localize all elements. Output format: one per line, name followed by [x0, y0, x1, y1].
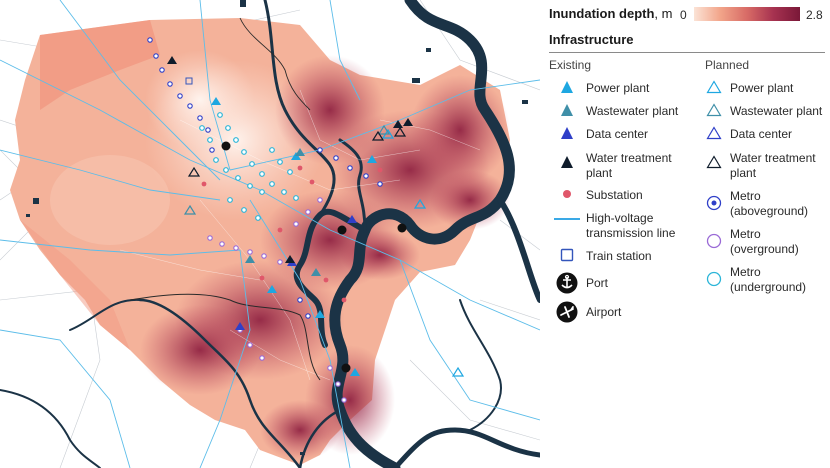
port-label: Port — [586, 276, 609, 290]
existing-wastewater-plant-label: Wastewater plant — [586, 104, 679, 118]
metro-aboveground-label: Metro — [730, 189, 761, 203]
data-center-icon — [561, 127, 573, 139]
wastewater-plant-icon — [561, 104, 573, 116]
metro-underground-label2: (underground) — [730, 280, 807, 294]
planned-power-plant-label: Power plant — [730, 81, 794, 95]
planned-wastewater-plant-icon — [706, 103, 722, 117]
depth-min-label: 0 — [680, 8, 687, 22]
power-plant-icon — [561, 81, 573, 93]
train-station-label: Train station — [586, 249, 652, 263]
port-icon — [556, 272, 578, 294]
metro-underground-line — [199, 112, 299, 221]
planned-water-treatment-label: Water treatment — [730, 151, 816, 165]
metro-underground-label: Metro — [730, 265, 761, 279]
depth-color-ramp — [694, 7, 800, 21]
metro-aboveground-icon — [706, 195, 722, 211]
planned-data-center-icon — [706, 126, 722, 140]
planned-wastewater — [183, 124, 391, 215]
planned-power-plant-icon — [706, 80, 722, 94]
inundation-map — [0, 0, 540, 468]
transmission-line-icon — [554, 218, 580, 220]
existing-wastewater-plants — [245, 148, 321, 276]
planned-heading: Planned — [705, 58, 750, 72]
metro-overground-label: Metro — [730, 227, 761, 241]
legend-panel: Inundation depth, m 0 2.8 Infrastructure… — [540, 0, 830, 468]
transmission-line-label: High-voltage — [586, 211, 654, 225]
planned-data-center-label: Data center — [730, 127, 793, 141]
metro-overground-line — [207, 197, 347, 403]
existing-data-center-label: Data center — [586, 127, 649, 141]
substation-icon — [563, 190, 571, 198]
metro-aboveground-line — [147, 37, 383, 319]
deep-flood-zones — [140, 55, 510, 460]
train-station-icon — [560, 248, 574, 262]
metro-overground-icon — [706, 233, 722, 249]
planned-wastewater-plant-label: Wastewater plant — [730, 104, 823, 118]
ports — [337, 223, 407, 373]
transmission-lines — [0, 0, 540, 468]
depth-max-label: 2.8 — [806, 8, 823, 22]
existing-power-plant-label: Power plant — [586, 81, 650, 95]
metro-underground-icon — [706, 271, 722, 287]
substation-label: Substation — [586, 188, 643, 202]
existing-water-treatment-label2: plant — [586, 166, 613, 180]
transmission-line-label2: transmission line — [586, 226, 676, 240]
legend-divider — [549, 52, 825, 53]
metro-overground-label2: (overground) — [730, 242, 799, 256]
metro-aboveground-label2: (aboveground) — [730, 204, 809, 218]
city-boundary — [129, 293, 321, 381]
substations — [201, 165, 383, 303]
planned-water-treatment-label2: plant — [730, 166, 757, 180]
planned-water-treatment-plant-icon — [706, 155, 722, 169]
planned-water-treatment — [187, 126, 407, 177]
airport-label: Airport — [586, 305, 622, 319]
airport-icon — [556, 301, 578, 323]
existing-water-treatment-label: Water treatment — [586, 151, 672, 165]
train-station — [185, 77, 193, 85]
airport — [221, 141, 231, 151]
water-treatment-plant-icon — [561, 156, 573, 168]
infrastructure-title: Infrastructure — [549, 32, 634, 47]
lakes — [26, 0, 528, 455]
existing-heading: Existing — [549, 58, 592, 72]
depth-legend-title: Inundation depth, m — [549, 6, 673, 21]
existing-water-treatment — [167, 56, 413, 263]
